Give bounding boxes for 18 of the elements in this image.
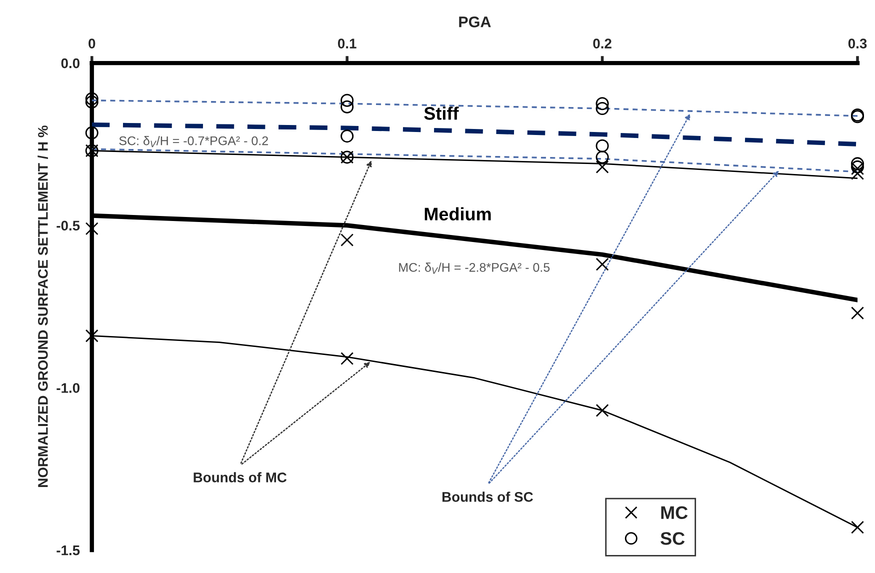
x-tick-label: 0 (88, 38, 96, 48)
x-tick-label: 0.1 (338, 38, 356, 48)
legend-label: SC (660, 532, 685, 545)
annotation: Medium (424, 207, 491, 220)
x-tick-label: 0.2 (593, 38, 612, 48)
x-axis-title: PGA (459, 16, 491, 28)
annotation: Stiff (424, 106, 459, 120)
annotation: SC: δ$_{V}$/H = -0.7*PGA² - 0.2 (119, 136, 268, 148)
y-tick-label: 0.0 (61, 58, 80, 68)
x-tick-label: 0.3 (848, 38, 867, 48)
annotation: Bounds of MC (194, 472, 287, 482)
annotation: MC: δ$_{V}$/H = -2.8*PGA² - 0.5 (399, 262, 550, 274)
y-axis-title: NORMALIZED GROUND SURFACE SETTLEMENT / H % (38, 126, 48, 487)
y-tick-label: -0.5 (56, 220, 80, 231)
y-tick-label: -1.5 (56, 546, 80, 556)
legend-label: MC (661, 506, 688, 520)
annotation: Bounds of SC (442, 492, 533, 502)
y-tick-label: -1.0 (56, 383, 80, 393)
